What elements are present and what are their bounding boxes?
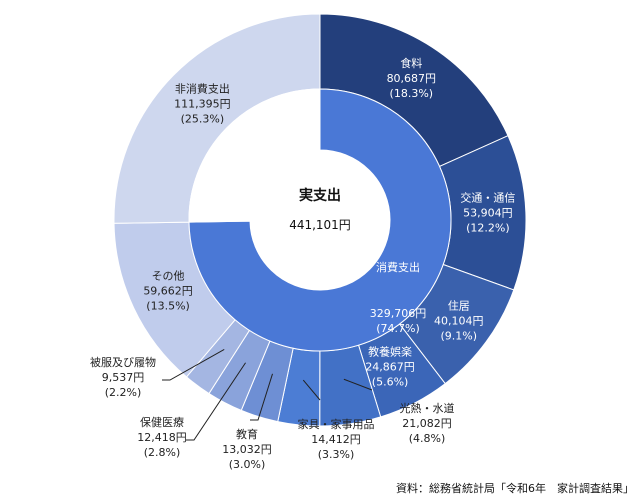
label-outer-8-line-2: (2.2%) — [105, 386, 142, 399]
label-outer-3-line-1: 24,867円 — [365, 361, 415, 374]
label-outer-4: 光熱・水道 21,082円 (4.8%) — [400, 401, 455, 445]
leader-line-4 — [343, 378, 373, 391]
label-outer-1-line-1: 53,904円 — [463, 207, 513, 220]
label-outer-7-line-1: 12,418円 — [137, 431, 187, 444]
label-outer-4-line-2: (4.8%) — [409, 432, 446, 445]
label-outer-0-line-2: (18.3%) — [390, 87, 434, 100]
label-outer-10-line-1: 111,395円 — [174, 97, 231, 110]
inner-slice-0 — [188, 88, 452, 352]
center-value: 441,101円 — [289, 218, 351, 232]
label-outer-9-line-2: (13.5%) — [146, 300, 190, 313]
leader-line-7 — [186, 362, 246, 441]
label-outer-7: 保健医療 12,418円 (2.8%) — [137, 415, 187, 459]
label-outer-1-line-0: 交通・通信 — [460, 191, 515, 205]
label-outer-0: 食料 80,687円 (18.3%) — [387, 56, 437, 100]
label-outer-3-line-2: (5.6%) — [372, 376, 409, 389]
label-outer-8-line-1: 9,537円 — [102, 371, 145, 384]
leader-lines — [162, 348, 373, 441]
label-outer-5: 家具・家事用品 14,412円 (3.3%) — [298, 417, 375, 461]
label-outer-2-line-2: (9.1%) — [441, 330, 478, 343]
label-outer-8-line-0: 被服及び履物 — [90, 355, 156, 369]
inner-ring — [188, 88, 452, 352]
label-outer-7-line-0: 保健医療 — [140, 415, 184, 429]
label-inner-0-value-line-0: 329,706円 — [370, 307, 427, 320]
label-outer-9: その他 59,662円 (13.5%) — [143, 270, 193, 313]
segment-labels: 食料 80,687円 (18.3%) 交通・通信 53,904円 (12.2%) 住居 40,… — [90, 56, 515, 471]
label-outer-9-line-0: その他 — [152, 270, 185, 283]
label-outer-5-line-2: (3.3%) — [318, 448, 355, 461]
label-outer-9-line-1: 59,662円 — [143, 285, 193, 298]
label-outer-7-line-2: (2.8%) — [144, 446, 181, 459]
label-outer-3: 教養娯楽 24,867円 (5.6%) — [365, 345, 415, 389]
label-outer-2-line-1: 40,104円 — [434, 315, 484, 328]
label-inner-0-value-line-1: (74.7%) — [376, 322, 420, 335]
label-outer-10-line-0: 非消費支出 — [175, 81, 230, 95]
label-outer-10: 非消費支出 111,395円 (25.3%) — [174, 81, 231, 125]
label-outer-4-line-1: 21,082円 — [402, 417, 452, 430]
label-inner-0-value: 329,706円 (74.7%) — [370, 307, 427, 335]
label-outer-6: 教育 13,032円 (3.0%) — [222, 427, 272, 471]
leader-line-5 — [302, 379, 321, 401]
label-outer-10-line-2: (25.3%) — [181, 112, 225, 125]
label-outer-6-line-0: 教育 — [236, 427, 258, 441]
label-outer-2-line-0: 住居 — [448, 299, 470, 313]
label-outer-4-line-0: 光熱・水道 — [400, 401, 455, 415]
leader-line-6 — [250, 373, 273, 421]
label-outer-5-line-1: 14,412円 — [311, 433, 361, 446]
label-outer-1-line-2: (12.2%) — [466, 222, 510, 235]
label-outer-3-line-0: 教養娯楽 — [368, 345, 412, 359]
label-outer-2: 住居 40,104円 (9.1%) — [434, 299, 484, 343]
label-outer-1: 交通・通信 53,904円 (12.2%) — [460, 191, 515, 235]
label-outer-5-line-0: 家具・家事用品 — [298, 417, 375, 431]
label-outer-8: 被服及び履物 9,537円 (2.2%) — [90, 355, 156, 399]
leader-line-8 — [162, 348, 225, 381]
label-inner-0-name-line-0: 消費支出 — [376, 260, 420, 274]
label-outer-6-line-2: (3.0%) — [229, 458, 266, 471]
inner-slice-1 — [188, 88, 321, 223]
source-note: 資料：総務省統計局「令和6年 家計調査結果」 — [396, 482, 634, 495]
label-inner-0-name: 消費支出 — [376, 260, 420, 274]
center-title: 実支出 — [299, 187, 341, 204]
label-outer-0-line-0: 食料 — [400, 56, 422, 70]
label-outer-0-line-1: 80,687円 — [387, 72, 437, 85]
label-outer-6-line-1: 13,032円 — [222, 443, 272, 456]
